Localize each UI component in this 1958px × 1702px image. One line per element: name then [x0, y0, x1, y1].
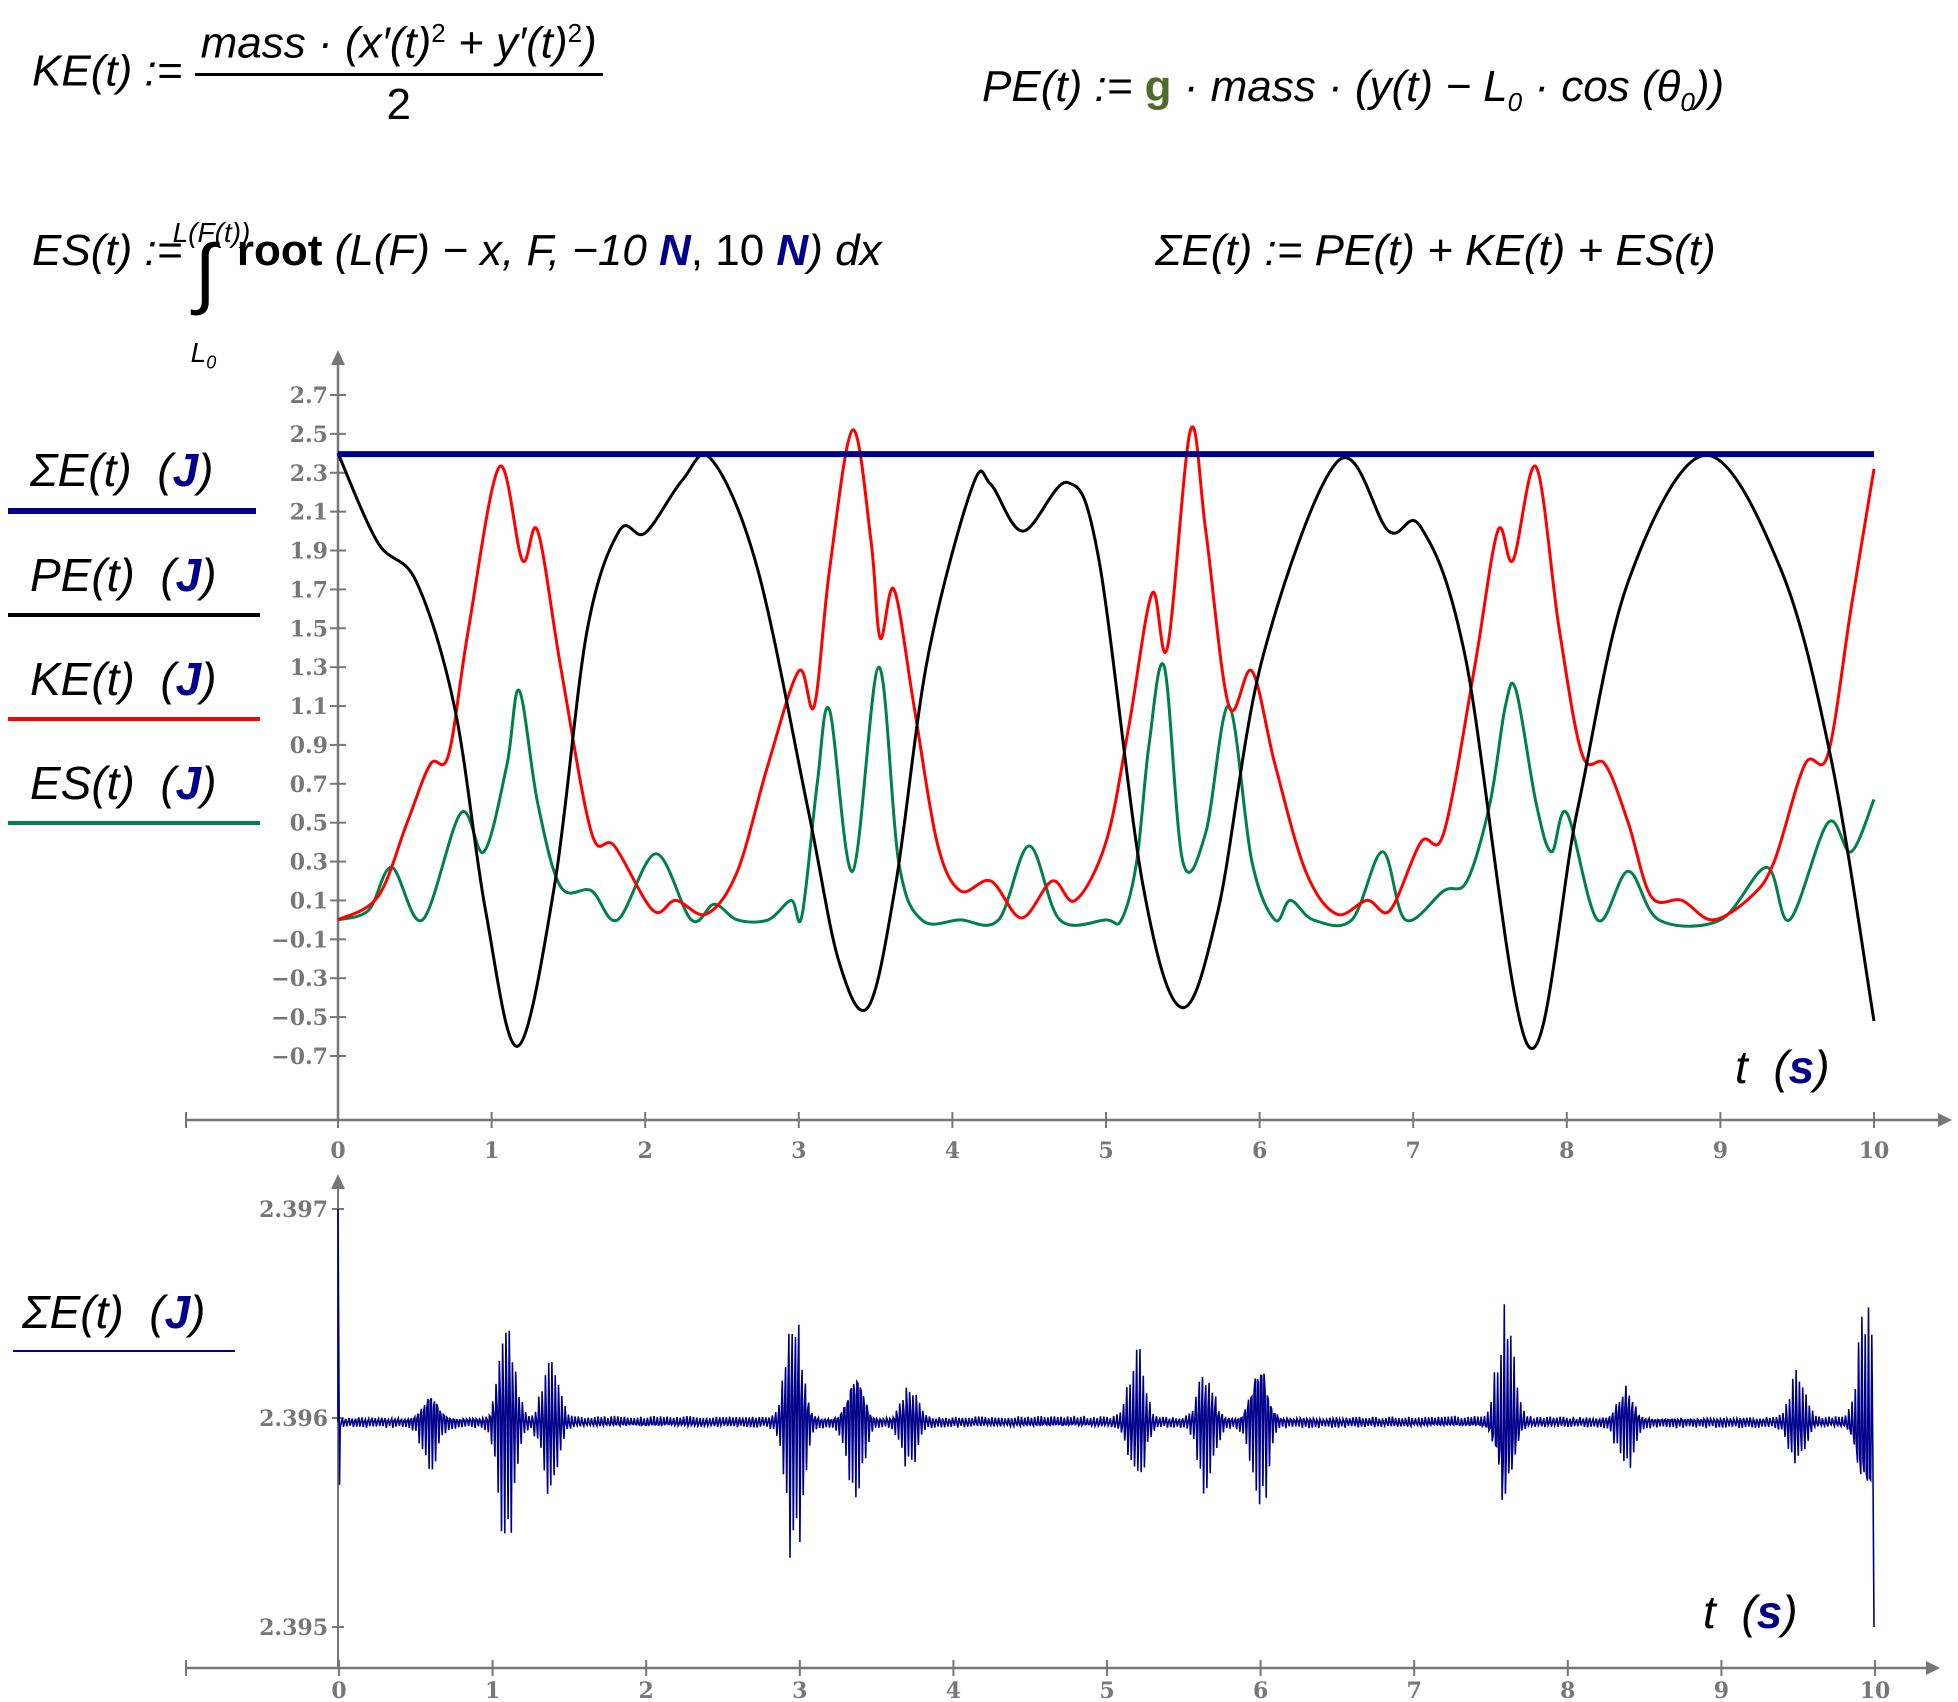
- y-tick-label: 1.7: [290, 577, 328, 603]
- x-axis-arrow-icon: [1938, 1113, 1952, 1127]
- x-tick-label: 9: [1714, 1678, 1729, 1702]
- pe-sub: 0: [1507, 86, 1523, 117]
- legend-line-ke: [8, 717, 260, 721]
- pe-lhs: PE(t) :=: [982, 62, 1133, 111]
- y-tick-label: −0.1: [271, 927, 328, 953]
- integral-lower-sub: 0: [206, 352, 217, 373]
- x-tick-label: 5: [1098, 1138, 1113, 1164]
- es-args1: (L(F) − x, F, −10: [322, 226, 660, 275]
- ke-lhs: KE(t) :=: [32, 46, 183, 96]
- y-tick-label: −0.5: [271, 1005, 328, 1031]
- y-tick-label: 1.1: [290, 694, 328, 720]
- ke-plus: + y′(t): [445, 18, 568, 68]
- x-tick-label: 4: [946, 1678, 961, 1702]
- series-pe-line: [336, 452, 1876, 1051]
- root-function: root: [236, 226, 323, 275]
- y-tick-label: 2.397: [259, 1197, 328, 1223]
- legend-pe: PE(t) (J): [30, 549, 217, 601]
- legend-line-sum-2: [13, 1350, 235, 1352]
- x-tick-label: 8: [1559, 1138, 1574, 1164]
- ke-close: ): [582, 18, 597, 68]
- y-tick-label: 0.3: [290, 850, 328, 876]
- x-tick-label: 0: [330, 1138, 345, 1164]
- y-tick-label: 2.1: [290, 500, 328, 526]
- es-formula: ES(t) := ∫ L(F(t)) L0 root (L(F) − x, F,…: [32, 217, 882, 373]
- y-tick-label: 1.3: [290, 655, 328, 681]
- legend-es: ES(t) (J): [30, 757, 217, 809]
- ke-exp1: 2: [431, 18, 446, 48]
- series-es-line: [337, 662, 1876, 928]
- y-axis-arrow-icon: [331, 1174, 345, 1189]
- x-axis-arrow-icon: [1926, 1661, 1940, 1675]
- es-args2: , 10: [690, 226, 777, 275]
- x-tick-label: 8: [1560, 1678, 1575, 1702]
- legend-line-sum: [8, 508, 256, 514]
- integral-upper-limit: L(F(t)): [172, 217, 251, 248]
- pe-close: )): [1694, 62, 1725, 111]
- sum-formula-text: ΣE(t) := PE(t) + KE(t) + ES(t): [1155, 226, 1716, 275]
- gravity-constant: g: [1144, 62, 1172, 111]
- ke-fraction: mass · (x′(t)2 + y′(t)2) 2: [194, 18, 603, 130]
- y-tick-label: 2.395: [259, 1615, 328, 1641]
- x-tick-label: 7: [1406, 1138, 1421, 1164]
- x-tick-label: 4: [945, 1138, 960, 1164]
- integral-lower-limit: L: [190, 337, 207, 368]
- x-tick-label: 0: [331, 1678, 346, 1702]
- series-sum-detail-line: [337, 1208, 1875, 1628]
- pe-sub-theta: 0: [1680, 86, 1695, 117]
- x-tick-label: 10: [1859, 1138, 1890, 1164]
- y-tick-label: 0.1: [290, 888, 328, 914]
- y-tick-label: 1.5: [290, 616, 328, 642]
- y-tick-label: 0.5: [290, 811, 328, 837]
- y-tick-label: 1.9: [290, 539, 328, 565]
- y-tick-label: 2.396: [259, 1406, 328, 1432]
- es-lhs: ES(t) :=: [32, 226, 183, 275]
- legend-ke: KE(t) (J): [30, 653, 217, 705]
- legend-line-es: [8, 821, 260, 825]
- pe-cos: · cos (θ: [1522, 62, 1681, 111]
- y-tick-label: 2.3: [290, 461, 328, 487]
- legend-sum: ΣE(t) (J): [30, 444, 214, 496]
- integral-sign: ∫: [194, 228, 216, 316]
- ke-formula: KE(t) := mass · (x′(t)2 + y′(t)2) 2: [32, 18, 603, 130]
- es-args3: ) dx: [808, 226, 882, 275]
- y-tick-label: 0.9: [290, 733, 328, 759]
- y-tick-label: −0.3: [271, 966, 328, 992]
- x-tick-label: 5: [1099, 1678, 1114, 1702]
- x-tick-label: 6: [1252, 1138, 1267, 1164]
- y-tick-label: 0.7: [290, 772, 328, 798]
- ke-denominator: 2: [386, 79, 411, 129]
- unit-newton: N: [659, 226, 691, 275]
- x-tick-label: 6: [1253, 1678, 1268, 1702]
- ke-exp2: 2: [567, 18, 583, 48]
- x-tick-label: 1: [485, 1678, 500, 1702]
- y-tick-label: −0.7: [271, 1044, 328, 1070]
- x-tick-label: 9: [1713, 1138, 1728, 1164]
- x-tick-label: 2: [639, 1678, 654, 1702]
- sum-formula: ΣE(t) := PE(t) + KE(t) + ES(t): [1155, 226, 1716, 276]
- pe-formula: PE(t) := g · mass · (y(t) − L0 · cos (θ0…: [982, 62, 1724, 118]
- x-axis-label-2: t (s): [1703, 1586, 1798, 1638]
- ke-numerator: mass · (x′(t): [200, 18, 432, 68]
- series-ke-line: [337, 425, 1876, 922]
- x-tick-label: 2: [638, 1138, 653, 1164]
- pe-rest: · mass · (y(t) − L: [1171, 62, 1508, 111]
- x-axis-label-1: t (s): [1735, 1041, 1830, 1093]
- y-axis-arrow-icon: [331, 350, 345, 365]
- x-tick-label: 3: [792, 1678, 807, 1702]
- legend-line-pe: [8, 613, 260, 617]
- legend-sum-2: ΣE(t) (J): [22, 1286, 206, 1338]
- unit-newton: N: [776, 226, 809, 275]
- x-tick-label: 1: [484, 1138, 499, 1164]
- x-tick-label: 7: [1407, 1678, 1422, 1702]
- y-tick-label: 2.7: [290, 383, 328, 409]
- y-tick-label: 2.5: [290, 422, 328, 448]
- x-tick-label: 3: [791, 1138, 806, 1164]
- x-tick-label: 10: [1860, 1678, 1891, 1702]
